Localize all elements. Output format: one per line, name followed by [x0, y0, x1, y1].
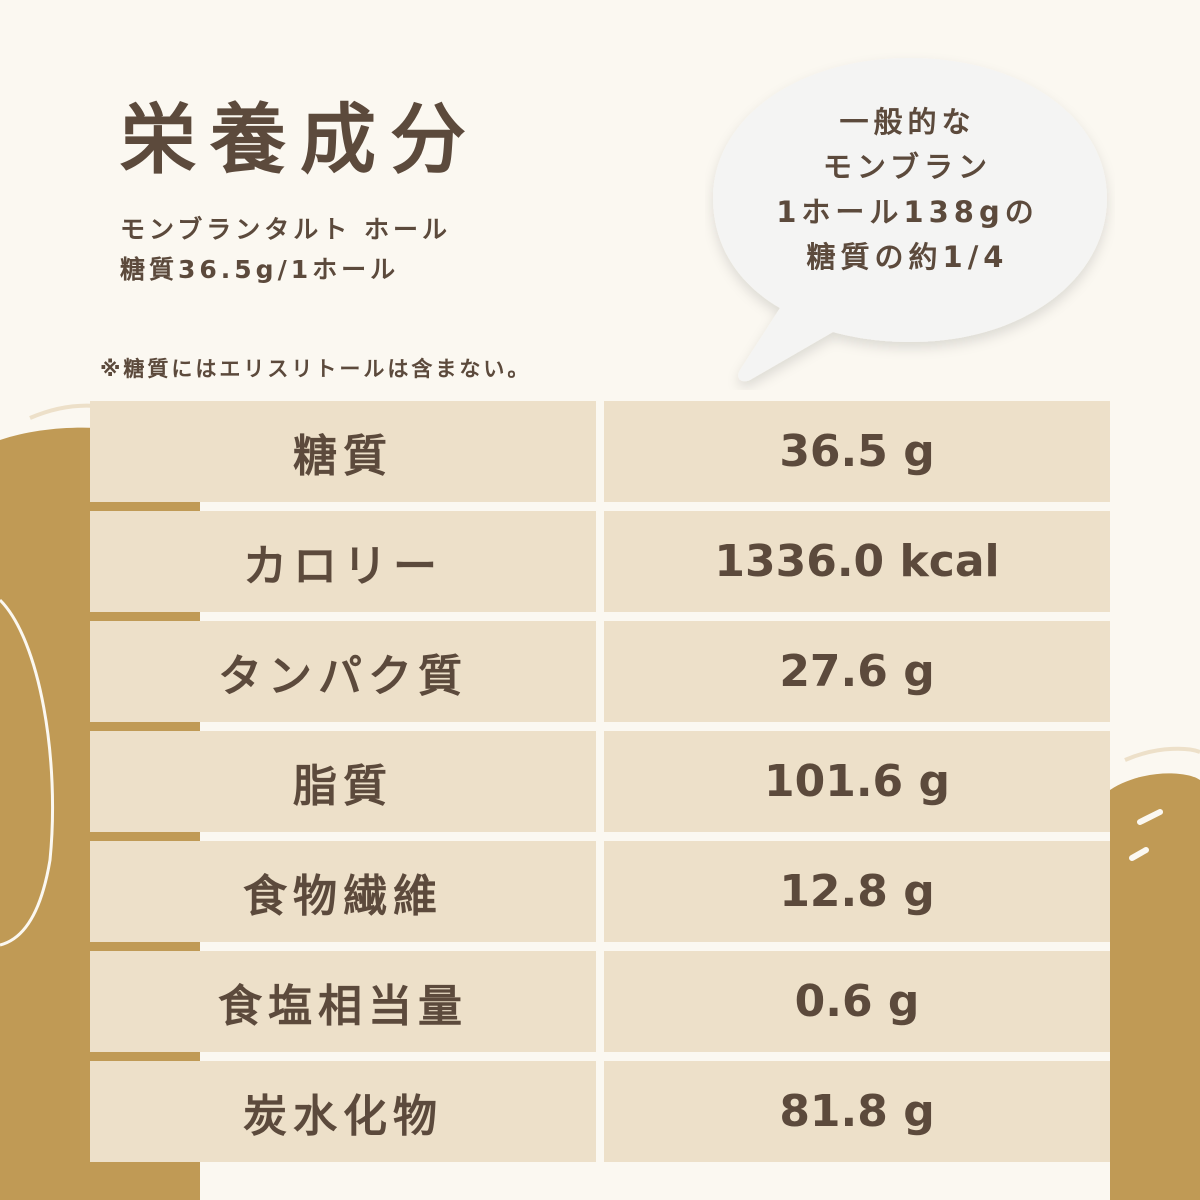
bubble-line: モンブラン [822, 150, 993, 184]
footnote: ※糖質にはエリスリトールは含まない。 [100, 357, 532, 381]
bubble-text: 一般的な モンブラン 1ホール138gの 糖質の約1/4 [705, 100, 1110, 280]
table-row: カロリー 1336.0 kcal [90, 511, 1110, 612]
left-blob-outline [0, 598, 55, 947]
page-title: 栄養成分 [120, 95, 480, 184]
table-row: 脂質 101.6 g [90, 731, 1110, 832]
sugar-per-whole: 糖質36.5g/1ホール [120, 255, 400, 284]
right-dash-2 [1129, 847, 1149, 861]
nutrient-label: 糖質 [90, 401, 596, 502]
nutrient-label: 食塩相当量 [90, 951, 596, 1052]
right-blob [1110, 773, 1200, 1200]
nutrient-label: 食物繊維 [90, 841, 596, 942]
nutrient-value: 81.8 g [604, 1061, 1110, 1162]
table-row: 食塩相当量 0.6 g [90, 951, 1110, 1052]
table-row: 食物繊維 12.8 g [90, 841, 1110, 942]
nutrient-value: 12.8 g [604, 841, 1110, 942]
nutrition-table: 糖質 36.5 g カロリー 1336.0 kcal タンパク質 27.6 g 脂質 1… [90, 401, 1110, 1171]
nutrient-value: 27.6 g [604, 621, 1110, 722]
nutrient-label: 炭水化物 [90, 1061, 596, 1162]
table-row: タンパク質 27.6 g [90, 621, 1110, 722]
right-curve-line [1124, 746, 1200, 762]
nutrient-value: 101.6 g [604, 731, 1110, 832]
nutrient-label: 脂質 [90, 731, 596, 832]
nutrient-value: 1336.0 kcal [604, 511, 1110, 612]
nutrient-label: タンパク質 [90, 621, 596, 722]
speech-bubble [713, 58, 1107, 382]
bubble-line: 一般的な [839, 105, 976, 139]
table-row: 糖質 36.5 g [90, 401, 1110, 502]
bubble-line: 糖質の約1/4 [806, 240, 1009, 274]
product-name: モンブランタルト ホール [120, 215, 451, 244]
nutrient-label: カロリー [90, 511, 596, 612]
table-row: 炭水化物 81.8 g [90, 1061, 1110, 1162]
nutrient-value: 0.6 g [604, 951, 1110, 1052]
nutrient-value: 36.5 g [604, 401, 1110, 502]
right-dash-1 [1137, 809, 1163, 825]
bubble-line: 1ホール138gの [776, 195, 1039, 229]
